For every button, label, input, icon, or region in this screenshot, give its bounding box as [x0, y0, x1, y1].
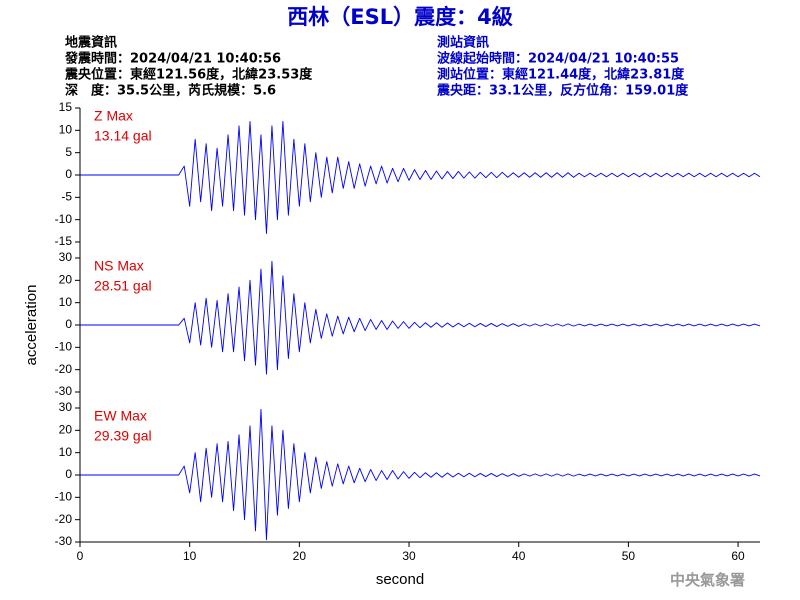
annotation: 29.39 gal	[94, 428, 152, 444]
annotation: 13.14 gal	[94, 128, 152, 144]
annotation: NS Max	[94, 258, 144, 274]
event-info-line: 震央位置：東經121.56度，北緯23.53度	[64, 67, 313, 83]
y-tick-label: 20	[59, 423, 73, 437]
y-tick-label: 10	[59, 123, 73, 137]
y-tick-label: -30	[55, 384, 73, 398]
station-info-line: 測站位置：東經121.44度，北緯23.81度	[437, 67, 685, 83]
y-tick-label: 0	[65, 467, 72, 481]
y-tick-label: 15	[59, 100, 73, 114]
y-tick-label: -10	[55, 490, 73, 504]
y-tick-label: 30	[59, 400, 73, 414]
y-axis-label: acceleration	[23, 285, 40, 366]
y-tick-label: -15	[55, 234, 73, 248]
event-info-line: 地震資訊	[65, 35, 117, 51]
annotation: Z Max	[94, 108, 133, 124]
y-tick-label: -20	[55, 362, 73, 376]
event-info-line: 深 度：35.5公里，芮氏規模：5.6	[65, 83, 276, 99]
annotation: EW Max	[94, 408, 147, 424]
y-tick-label: 5	[65, 145, 72, 159]
y-tick-label: 20	[59, 273, 73, 287]
y-tick-label: 10	[59, 295, 73, 309]
waveform	[80, 408, 761, 541]
x-tick-label: 60	[731, 549, 745, 563]
station-info-line: 波線起始時間：2024/04/21 10:40:55	[437, 51, 679, 67]
x-tick-label: 40	[512, 549, 526, 563]
x-tick-label: 30	[402, 549, 416, 563]
y-tick-label: -10	[55, 340, 73, 354]
x-tick-label: 0	[77, 549, 84, 563]
waveform	[80, 260, 761, 375]
event-info-line: 發震時間：2024/04/21 10:40:56	[64, 51, 281, 67]
x-tick-label: 50	[622, 549, 636, 563]
annotation: 28.51 gal	[94, 278, 152, 294]
y-tick-label: -5	[61, 190, 72, 204]
y-tick-label: 0	[65, 317, 72, 331]
y-tick-label: -30	[55, 534, 73, 548]
y-tick-label: -20	[55, 512, 73, 526]
chart-title: 西林（ESL）震度：4級	[287, 5, 512, 29]
y-tick-label: -10	[55, 212, 73, 226]
footer: 中央氣象署	[670, 571, 745, 589]
x-axis-label: second	[376, 571, 424, 588]
waveform	[80, 120, 761, 234]
station-info-line: 震央距：33.1公里，反方位角：159.01度	[436, 83, 689, 99]
x-tick-label: 20	[293, 549, 307, 563]
y-tick-label: 0	[65, 167, 72, 181]
x-tick-label: 10	[183, 549, 197, 563]
station-info-line: 測站資訊	[437, 35, 489, 51]
y-tick-label: 30	[59, 250, 73, 264]
y-tick-label: 10	[59, 445, 73, 459]
